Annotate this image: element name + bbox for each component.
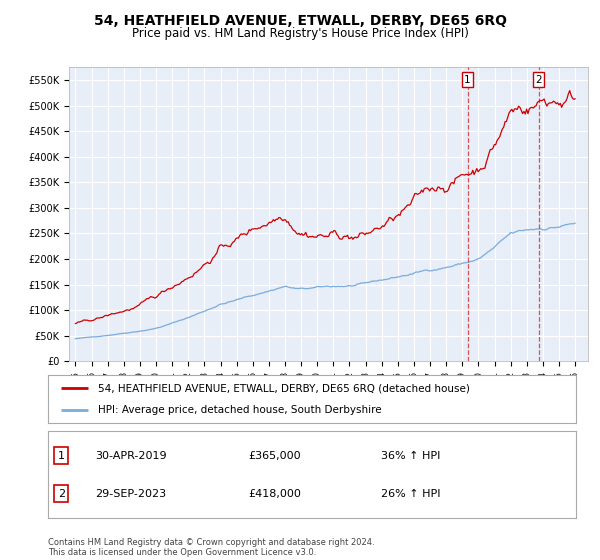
Text: 2: 2 — [536, 74, 542, 85]
Text: HPI: Average price, detached house, South Derbyshire: HPI: Average price, detached house, Sout… — [98, 405, 382, 415]
Text: 54, HEATHFIELD AVENUE, ETWALL, DERBY, DE65 6RQ (detached house): 54, HEATHFIELD AVENUE, ETWALL, DERBY, DE… — [98, 383, 470, 393]
Text: Price paid vs. HM Land Registry's House Price Index (HPI): Price paid vs. HM Land Registry's House … — [131, 27, 469, 40]
Text: 36% ↑ HPI: 36% ↑ HPI — [380, 450, 440, 460]
Text: £418,000: £418,000 — [248, 489, 302, 499]
Text: £365,000: £365,000 — [248, 450, 301, 460]
Text: 54, HEATHFIELD AVENUE, ETWALL, DERBY, DE65 6RQ: 54, HEATHFIELD AVENUE, ETWALL, DERBY, DE… — [94, 14, 506, 28]
Text: 1: 1 — [58, 450, 65, 460]
Text: 30-APR-2019: 30-APR-2019 — [95, 450, 167, 460]
Text: 26% ↑ HPI: 26% ↑ HPI — [380, 489, 440, 499]
Text: 2: 2 — [58, 489, 65, 499]
Text: 1: 1 — [464, 74, 471, 85]
Text: 29-SEP-2023: 29-SEP-2023 — [95, 489, 167, 499]
Text: Contains HM Land Registry data © Crown copyright and database right 2024.
This d: Contains HM Land Registry data © Crown c… — [48, 538, 374, 557]
